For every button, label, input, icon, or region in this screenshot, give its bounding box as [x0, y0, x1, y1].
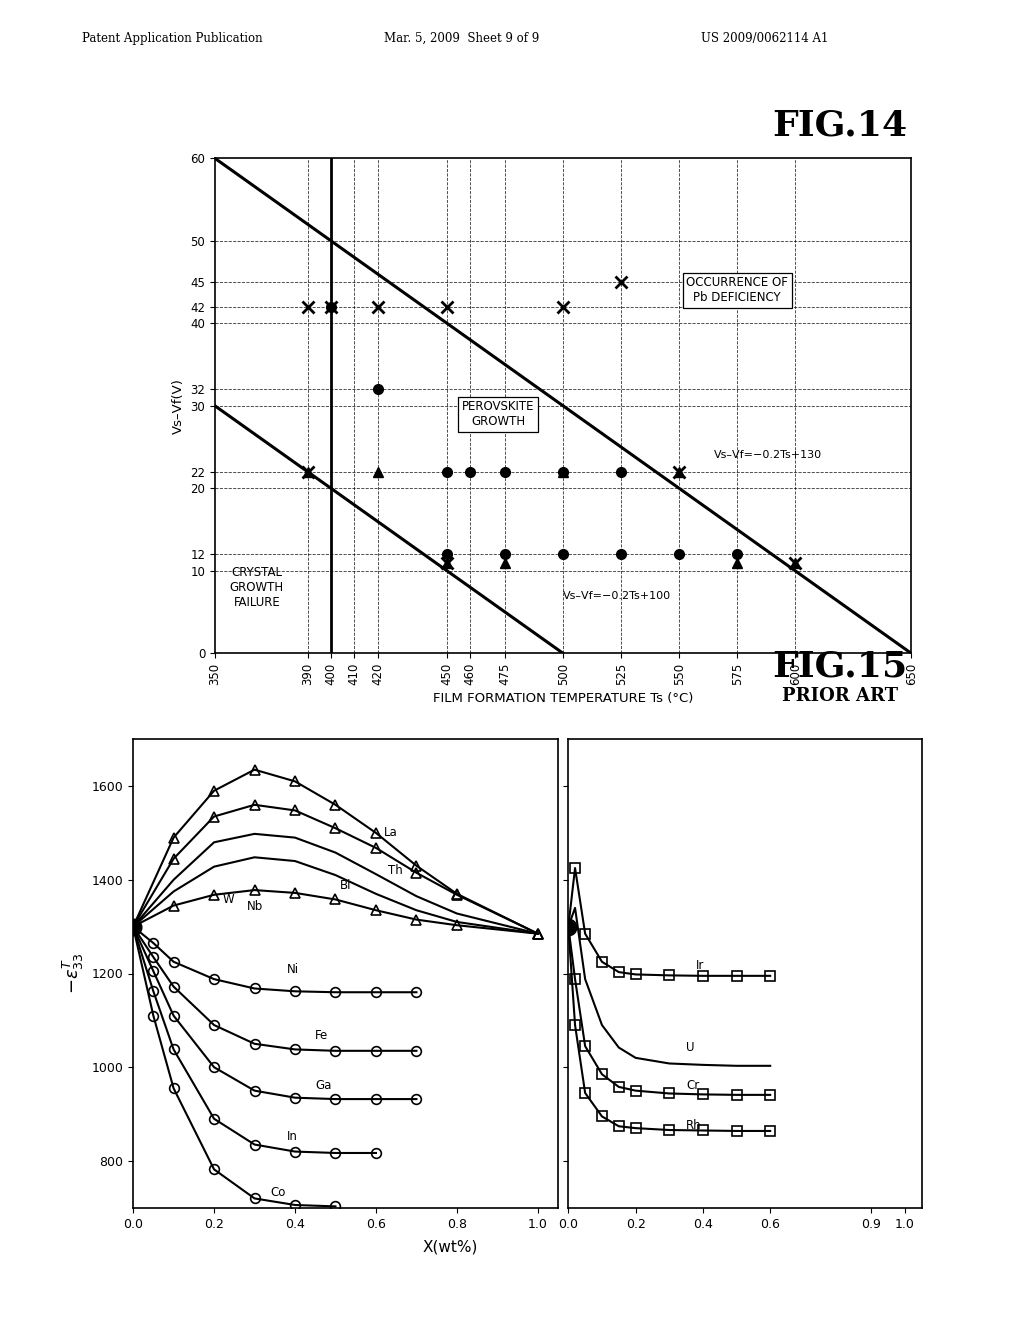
Text: La: La	[384, 826, 397, 840]
Text: Rh: Rh	[686, 1119, 701, 1131]
Text: Ni: Ni	[287, 964, 299, 977]
Text: PRIOR ART: PRIOR ART	[781, 686, 898, 705]
Text: Mar. 5, 2009  Sheet 9 of 9: Mar. 5, 2009 Sheet 9 of 9	[384, 32, 540, 45]
Text: W: W	[222, 892, 233, 906]
Text: Vs–Vf=−0.2Ts+130: Vs–Vf=−0.2Ts+130	[714, 450, 822, 461]
Text: PEROVSKITE
GROWTH: PEROVSKITE GROWTH	[462, 400, 535, 428]
Text: FIG.14: FIG.14	[772, 108, 907, 143]
Text: Ga: Ga	[315, 1078, 332, 1092]
Text: OCCURRENCE OF
Pb DEFICIENCY: OCCURRENCE OF Pb DEFICIENCY	[686, 276, 788, 305]
Text: Co: Co	[270, 1187, 286, 1200]
Text: Cr: Cr	[686, 1080, 699, 1093]
X-axis label: FILM FORMATION TEMPERATURE Ts (°C): FILM FORMATION TEMPERATURE Ts (°C)	[433, 693, 693, 705]
Text: Fe: Fe	[315, 1028, 329, 1041]
Text: Th: Th	[388, 863, 402, 876]
Text: Ir: Ir	[696, 958, 705, 972]
Text: U: U	[686, 1041, 694, 1055]
Y-axis label: Vs–Vf(V): Vs–Vf(V)	[172, 378, 184, 434]
Text: FIG.15: FIG.15	[772, 649, 907, 684]
Text: Vs–Vf=−0.2Ts+100: Vs–Vf=−0.2Ts+100	[563, 590, 672, 601]
Text: Bi: Bi	[340, 879, 351, 892]
Y-axis label: $-\varepsilon^T_{33}$: $-\varepsilon^T_{33}$	[60, 953, 86, 994]
Text: Nb: Nb	[247, 900, 263, 913]
Text: In: In	[287, 1130, 298, 1143]
Text: Patent Application Publication: Patent Application Publication	[82, 32, 262, 45]
Text: US 2009/0062114 A1: US 2009/0062114 A1	[701, 32, 828, 45]
Text: X(wt%): X(wt%)	[423, 1239, 478, 1255]
Text: CRYSTAL
GROWTH
FAILURE: CRYSTAL GROWTH FAILURE	[229, 566, 284, 609]
